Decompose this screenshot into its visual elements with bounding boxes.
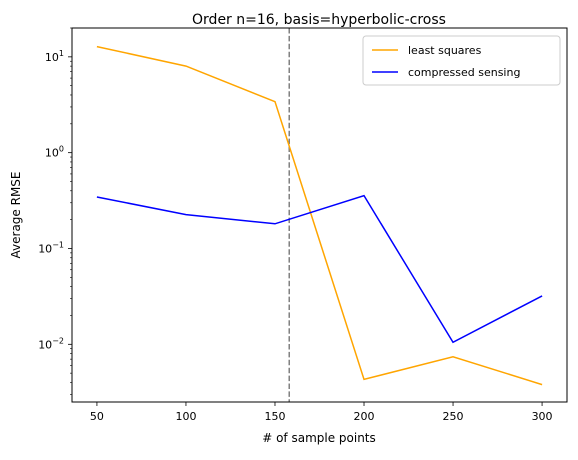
legend-box — [362, 35, 561, 86]
y-axis-label: Average RMSE — [9, 172, 23, 259]
x-tick-label: 100 — [175, 410, 196, 423]
legend-label-0: least squares — [408, 44, 482, 57]
x-tick-label: 200 — [354, 410, 375, 423]
x-tick-label: 50 — [90, 410, 104, 423]
legend: least squares compressed sensing — [362, 35, 561, 86]
series-line-0 — [96, 45, 543, 386]
plot-area-frame — [71, 27, 568, 403]
x-axis-label: # of sample points — [262, 431, 376, 445]
x-tick-label: 150 — [264, 410, 285, 423]
y-tick-label: 10−2 — [38, 336, 64, 351]
x-tick-label: 250 — [443, 410, 464, 423]
y-tick-label: 10−1 — [38, 240, 64, 255]
y-tick-label: 101 — [45, 49, 64, 64]
chart-title: Order n=16, basis=hyperbolic-cross — [192, 12, 446, 28]
series-line-1 — [96, 194, 543, 344]
legend-label-1: compressed sensing — [408, 66, 520, 79]
x-tick-label: 300 — [532, 410, 553, 423]
y-tick-label: 100 — [45, 145, 64, 160]
